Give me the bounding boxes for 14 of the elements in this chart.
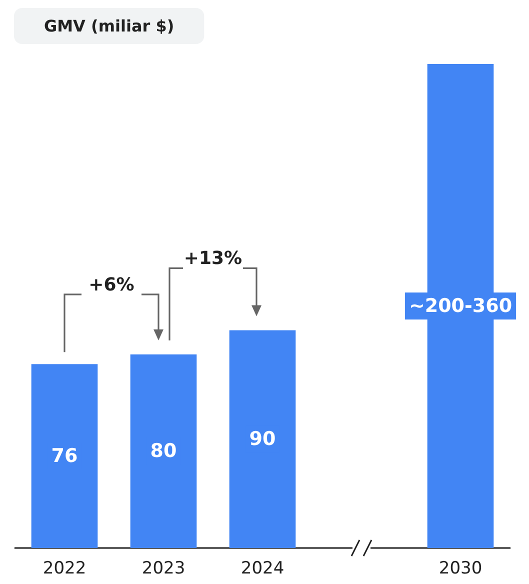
- data-label: 80: [150, 440, 177, 462]
- x-tick-label: 2022: [42, 558, 86, 578]
- x-tick-label: 2030: [438, 558, 482, 578]
- chart-title: GMV (miliar $): [44, 16, 174, 36]
- data-label: ~200-360: [408, 295, 512, 317]
- x-tick-label: 2023: [142, 558, 186, 578]
- x-tick-label: 2024: [240, 558, 284, 578]
- data-label: 76: [51, 445, 78, 468]
- annotation: +13%: [184, 248, 242, 270]
- bar: [229, 330, 296, 548]
- data-label: 90: [249, 428, 276, 450]
- bar: [130, 354, 197, 548]
- annotation: +6%: [88, 274, 134, 296]
- bar: [31, 364, 98, 548]
